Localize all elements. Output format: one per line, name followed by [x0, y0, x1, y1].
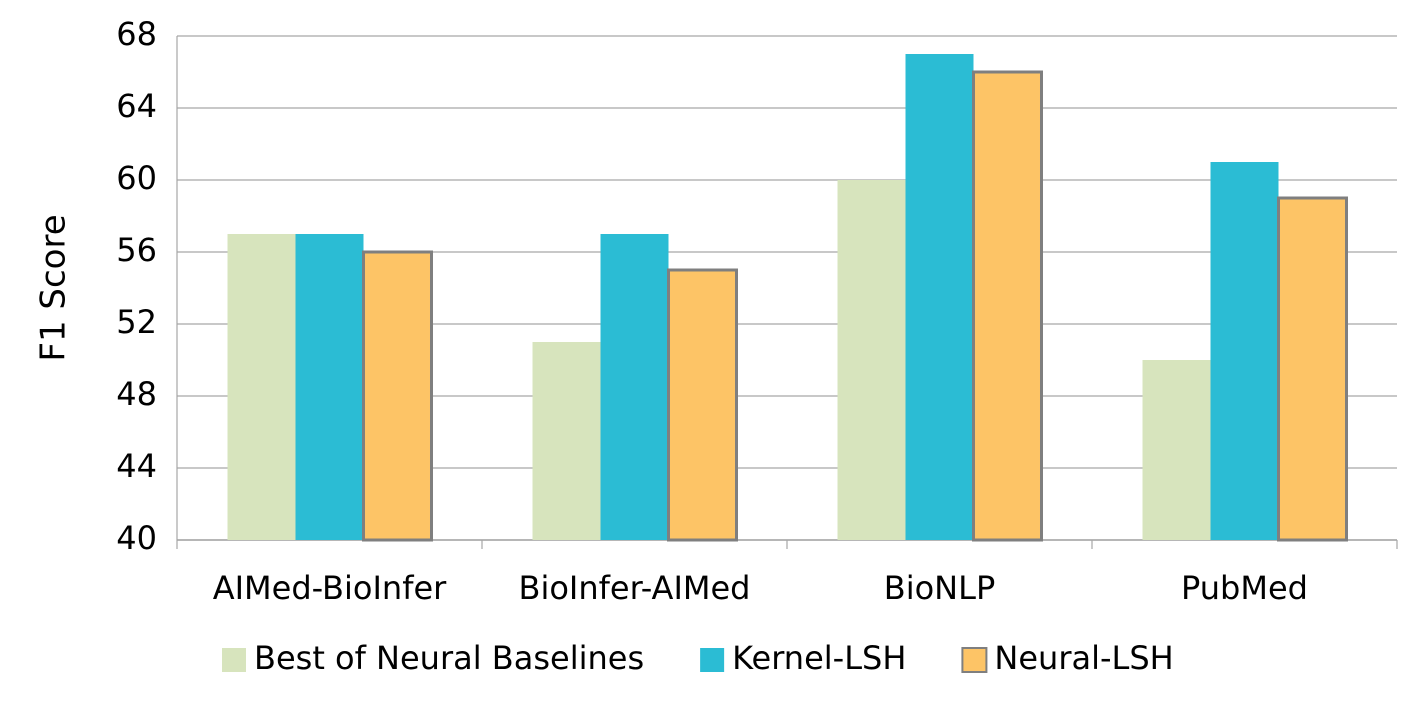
x-tick-label: AIMed-BioInfer: [213, 569, 447, 607]
legend-label: Kernel-LSH: [732, 639, 906, 677]
legend-swatch: [222, 648, 246, 672]
bar: [905, 54, 974, 540]
x-tick-label: BioInfer-AIMed: [519, 569, 751, 607]
y-tick-label: 40: [116, 519, 157, 557]
x-tick-label: BioNLP: [884, 569, 995, 607]
bar: [972, 70, 1043, 542]
bar: [1277, 196, 1348, 542]
bar: [837, 180, 906, 540]
y-tick-label: 52: [116, 303, 157, 341]
y-tick-label: 68: [116, 15, 157, 53]
legend-swatch: [961, 647, 988, 673]
bar: [532, 342, 601, 540]
legend-label: Neural-LSH: [994, 639, 1173, 677]
y-tick-label: 60: [116, 159, 157, 197]
y-tick-label: 48: [116, 375, 157, 413]
bar: [1142, 360, 1211, 540]
bar: [362, 250, 433, 542]
bar: [600, 234, 669, 540]
x-tick-label: PubMed: [1181, 569, 1308, 607]
bar: [227, 234, 296, 540]
bar: [295, 234, 364, 540]
y-axis-label: F1 Score: [34, 214, 74, 361]
bar: [667, 268, 738, 542]
y-tick-label: 44: [116, 447, 157, 485]
bar: [1210, 162, 1279, 540]
y-tick-label: 64: [116, 87, 157, 125]
y-tick-label: 56: [116, 231, 157, 269]
legend-label: Best of Neural Baselines: [254, 639, 644, 677]
legend-swatch: [700, 648, 725, 672]
